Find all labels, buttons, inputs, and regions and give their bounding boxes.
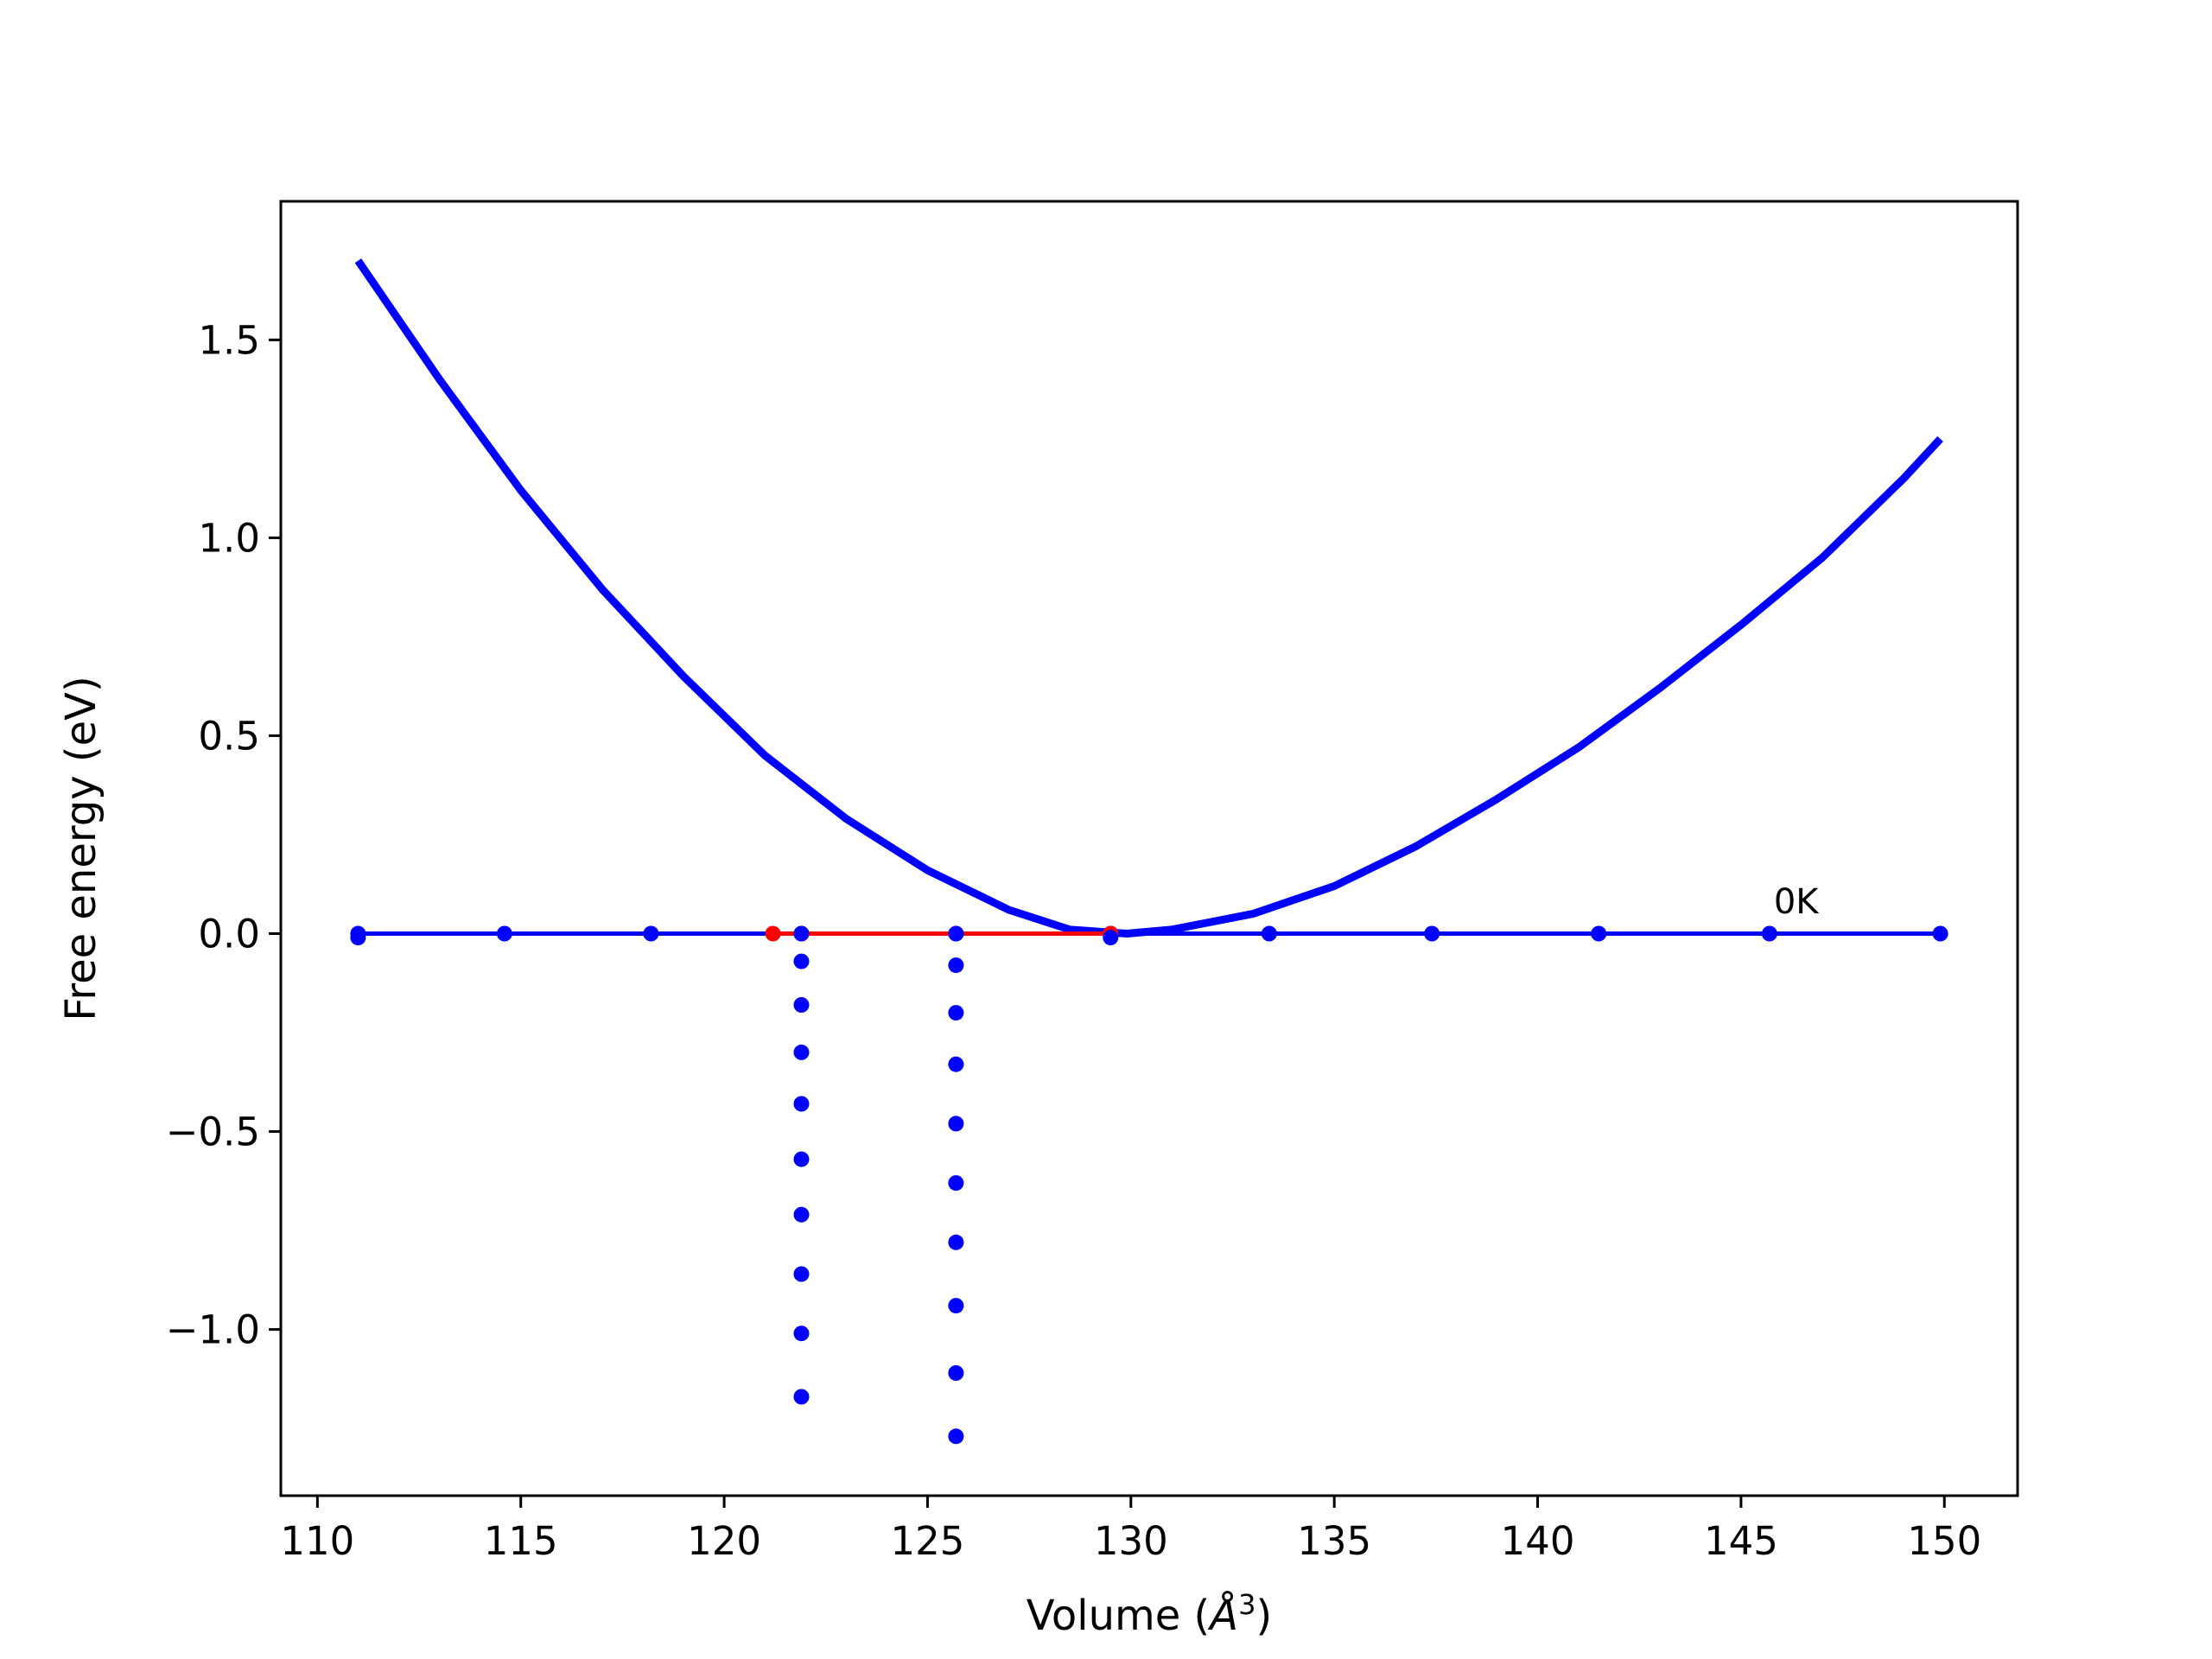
y-tick-label-1: 1.0 [198,515,260,561]
series-2-point-0 [765,925,781,942]
y-axis-label: Free energy (eV) [57,676,105,1020]
series-1-point-6 [1261,925,1277,942]
series-1-point-7 [1424,925,1440,942]
y-tick-label-0: 1.5 [198,317,260,363]
series-4-point-1 [948,1005,964,1021]
x-axis-label-unit: Å [1207,1591,1238,1640]
series-1-point-8 [1591,925,1607,942]
series-3-point-4 [793,1151,810,1167]
x-tick-label-110: 110 [280,1518,354,1564]
x-tick-label-140: 140 [1501,1518,1575,1564]
series-4-point-9 [948,925,964,942]
series-4-point-4 [948,1175,964,1192]
axes-frame [279,200,2019,1497]
x-axis-label: Volume (Å3) [1027,1588,1272,1640]
y-tick-label-4: −0.5 [166,1109,260,1155]
series-1-point-2 [643,925,659,942]
series-3-point-6 [793,1266,810,1282]
annotation-0k-label: 0K [1774,882,1820,922]
series-4-point-7 [948,1365,964,1381]
x-tick-label-150: 150 [1907,1518,1981,1564]
series-1-point-9 [1761,925,1777,942]
series-5-point-0 [350,930,366,946]
series-3-point-0 [793,953,810,969]
series-4-point-6 [948,1298,964,1314]
y-tick-label-2: 0.5 [198,713,260,759]
series-3-point-5 [793,1206,810,1223]
series-1-point-1 [496,925,512,942]
x-axis-label-text: Volume ( [1027,1592,1211,1640]
plot-area [350,258,1948,1445]
series-4-point-0 [948,957,964,974]
series-4-point-5 [948,1234,964,1250]
x-tick-label-135: 135 [1297,1518,1371,1564]
series-3-point-2 [793,1044,810,1060]
x-axis-label-close: ) [1255,1592,1272,1640]
y-tick-label-5: −1.0 [166,1307,260,1353]
axis-ticks: 110 115 120 125 130 135 140 145 150 1.5 1.0 0.5 0.0 −… [166,317,1982,1564]
x-tick-label-130: 130 [1094,1518,1168,1564]
series-4-point-3 [948,1116,964,1132]
x-tick-label-115: 115 [484,1518,558,1564]
series-4-point-8 [948,1428,964,1445]
x-tick-label-125: 125 [891,1518,965,1564]
series-5-point-1 [1103,930,1119,946]
series-3-point-8 [793,1389,810,1405]
y-tick-label-3: 0.0 [198,911,260,957]
series-3-point-1 [793,997,810,1013]
x-axis-label-exponent: 3 [1238,1588,1255,1621]
x-tick-label-120: 120 [687,1518,761,1564]
series-1-point-10 [1932,925,1948,942]
series-4-point-2 [948,1056,964,1072]
series-3-point-7 [793,1325,810,1342]
x-tick-label-145: 145 [1704,1518,1778,1564]
series-3-point-9 [793,925,810,942]
series-3-point-3 [793,1096,810,1112]
